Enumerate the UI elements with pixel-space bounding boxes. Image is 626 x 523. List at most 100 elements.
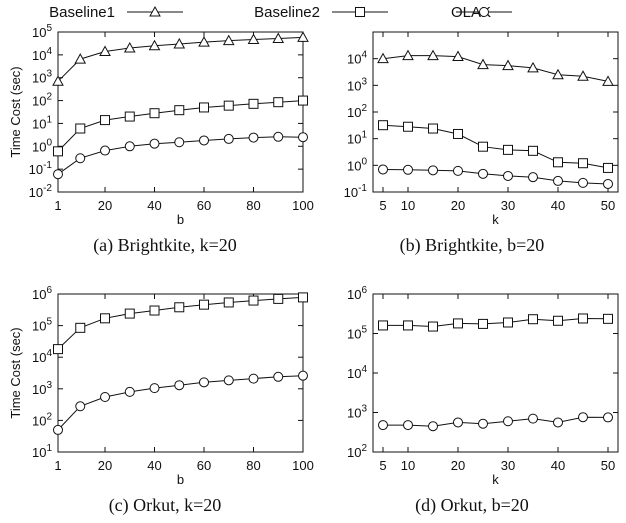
data-point bbox=[199, 135, 210, 146]
series-line bbox=[383, 317, 609, 328]
data-point bbox=[578, 177, 588, 188]
data-point bbox=[75, 401, 86, 412]
data-point bbox=[427, 49, 439, 61]
data-point bbox=[453, 128, 463, 139]
x-tick-label: 1 bbox=[54, 458, 61, 473]
data-point bbox=[123, 41, 136, 53]
data-point bbox=[75, 123, 86, 134]
series-olak bbox=[53, 370, 308, 435]
y-tick-label: 103 bbox=[32, 380, 52, 397]
y-tick-label: 105 bbox=[32, 23, 52, 40]
data-point bbox=[124, 386, 135, 397]
x-tick-label: 30 bbox=[501, 458, 515, 473]
data-point bbox=[53, 424, 63, 435]
data-point bbox=[173, 37, 186, 49]
y-tick-label: 104 bbox=[347, 364, 367, 381]
series-line bbox=[382, 169, 609, 185]
y-tick-label: 101 bbox=[347, 130, 367, 147]
data-point bbox=[378, 164, 388, 175]
series-baseline2 bbox=[378, 120, 613, 173]
y-tick-label: 101 bbox=[32, 443, 52, 460]
y-tick-label: 10-1 bbox=[29, 160, 53, 177]
data-point bbox=[452, 50, 464, 62]
x-tick-label: 20 bbox=[451, 198, 465, 213]
x-tick-label: 40 bbox=[147, 458, 161, 473]
y-tick-label: 100 bbox=[347, 156, 367, 173]
data-point bbox=[199, 377, 210, 388]
data-point bbox=[174, 137, 185, 148]
data-point bbox=[603, 313, 613, 324]
data-point bbox=[378, 320, 388, 331]
data-point bbox=[223, 375, 234, 386]
series-olak bbox=[378, 164, 613, 189]
data-point bbox=[174, 105, 185, 116]
x-tick-label: 100 bbox=[292, 458, 314, 473]
data-point bbox=[149, 383, 160, 394]
data-point bbox=[223, 133, 234, 144]
data-point bbox=[100, 392, 111, 403]
data-point bbox=[75, 153, 86, 164]
data-point bbox=[222, 34, 235, 46]
y-tick-label: 102 bbox=[347, 443, 367, 460]
data-point bbox=[453, 318, 463, 329]
x-tick-label: 10 bbox=[401, 458, 415, 473]
data-point bbox=[503, 416, 513, 427]
y-tick-label: 103 bbox=[32, 69, 52, 86]
chart-panel-4: 102 103 104 105 106 5 10 20 30 40 50 k (d) Orkut, b=… bbox=[347, 285, 619, 516]
data-point bbox=[578, 313, 588, 324]
data-point bbox=[403, 121, 413, 132]
data-point bbox=[528, 172, 538, 183]
data-point bbox=[403, 164, 413, 175]
data-point bbox=[503, 317, 513, 328]
x-tick-label: 100 bbox=[292, 198, 314, 213]
data-point bbox=[298, 292, 308, 303]
legend: Baseline1 Baseline2 OLAK bbox=[49, 4, 512, 21]
data-point bbox=[503, 170, 513, 181]
data-point bbox=[198, 36, 210, 47]
data-point bbox=[53, 146, 63, 157]
x-axis-label: b bbox=[177, 212, 184, 227]
data-point bbox=[273, 371, 284, 382]
x-axis-label: k bbox=[492, 212, 499, 227]
series-line bbox=[383, 416, 609, 427]
data-point bbox=[199, 102, 210, 113]
data-point bbox=[248, 295, 259, 306]
legend-marker-square bbox=[355, 7, 365, 17]
data-point bbox=[223, 297, 234, 308]
x-tick-label: 20 bbox=[451, 458, 465, 473]
data-point bbox=[528, 413, 538, 424]
y-tick-label: 104 bbox=[32, 46, 52, 63]
data-point bbox=[478, 141, 488, 152]
data-point bbox=[577, 70, 589, 81]
data-point bbox=[403, 420, 413, 431]
panel-caption: (d) Orkut, b=20 bbox=[415, 495, 529, 516]
data-point bbox=[603, 178, 613, 189]
y-axis-label: Time Cost (sec) bbox=[8, 327, 23, 418]
x-tick-label: 40 bbox=[147, 198, 161, 213]
data-point bbox=[378, 120, 388, 131]
data-point bbox=[478, 168, 488, 179]
y-tick-label: 106 bbox=[32, 285, 52, 302]
legend-label: Baseline1 bbox=[49, 4, 115, 21]
data-point bbox=[503, 144, 513, 155]
x-tick-label: 50 bbox=[601, 458, 615, 473]
series-baseline1 bbox=[377, 49, 614, 86]
data-point bbox=[273, 293, 284, 304]
series-baseline1 bbox=[52, 31, 309, 86]
data-point bbox=[578, 158, 588, 169]
data-point bbox=[53, 344, 63, 355]
data-point bbox=[428, 321, 438, 332]
data-point bbox=[248, 132, 259, 143]
data-point bbox=[478, 318, 488, 329]
legend-marker-circle bbox=[479, 7, 489, 17]
data-point bbox=[553, 315, 563, 326]
data-point bbox=[248, 98, 259, 109]
x-tick-label: 30 bbox=[501, 198, 515, 213]
data-point bbox=[149, 108, 160, 119]
y-tick-label: 101 bbox=[32, 114, 52, 131]
panel-caption: (b) Brightkite, b=20 bbox=[400, 235, 545, 256]
data-point bbox=[298, 370, 308, 381]
x-tick-label: 60 bbox=[197, 458, 211, 473]
data-point bbox=[99, 45, 111, 57]
